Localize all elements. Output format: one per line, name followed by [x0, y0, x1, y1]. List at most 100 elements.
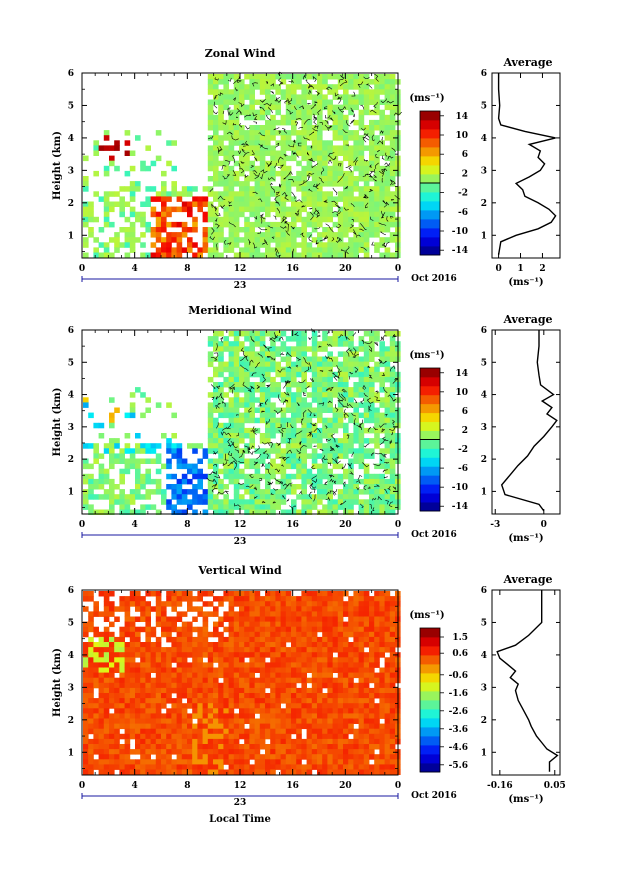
heatmap-cell — [93, 652, 99, 658]
heatmap-cell — [343, 341, 349, 347]
contour-line — [229, 383, 235, 389]
colorbar-tick-label: 14 — [455, 369, 468, 379]
heatmap-cell — [379, 181, 385, 187]
colorbar-band — [420, 403, 440, 414]
heatmap-cell — [389, 206, 396, 213]
heatmap-cell — [317, 346, 323, 352]
contour-line — [371, 169, 376, 173]
heatmap-cell — [233, 206, 240, 213]
heatmap-cell — [379, 417, 385, 424]
heatmap-cell — [291, 433, 297, 439]
contour-line — [384, 241, 390, 248]
heatmap-cell — [285, 687, 292, 694]
heatmap-cell — [155, 718, 162, 724]
heatmap-cell — [353, 371, 359, 378]
contour-line — [315, 90, 320, 96]
heatmap-cell — [98, 242, 105, 248]
heatmap-cell — [353, 453, 359, 459]
heatmap-cell — [311, 433, 318, 439]
heatmap-cell — [363, 448, 370, 454]
heatmap-cell — [98, 478, 105, 485]
heatmap-cell — [98, 718, 105, 724]
heatmap-cell — [301, 221, 307, 228]
heatmap-cell — [93, 728, 99, 735]
heatmap-cell — [239, 682, 245, 689]
heatmap-cell — [254, 749, 261, 755]
heatmap-cell — [161, 433, 167, 439]
heatmap-cell — [150, 489, 157, 495]
heatmap-cell — [275, 109, 281, 116]
heatmap-cell — [207, 79, 214, 85]
heatmap-cell — [348, 412, 354, 419]
heatmap-cell — [124, 764, 131, 770]
heatmap-cell — [275, 478, 281, 485]
contour-line — [278, 429, 284, 437]
heatmap-cell — [322, 160, 328, 167]
heatmap-cell — [145, 626, 151, 633]
heatmap-cell — [296, 361, 302, 368]
heatmap-cell — [311, 216, 318, 223]
heatmap-cell — [275, 361, 281, 368]
contour-line — [241, 148, 246, 154]
contour-line — [312, 75, 317, 82]
heatmap-cell — [109, 463, 115, 470]
heatmap-cell — [358, 346, 365, 352]
heatmap-cell — [192, 708, 198, 714]
heatmap-cell — [343, 448, 349, 454]
heatmap-cell — [285, 145, 292, 151]
heatmap-cell — [379, 227, 385, 233]
heatmap-cell — [124, 463, 131, 470]
contour-line — [308, 336, 313, 340]
heatmap-cell — [213, 140, 219, 146]
heatmap-cell — [244, 769, 250, 775]
heatmap-cell — [213, 417, 219, 424]
heatmap-cell — [343, 89, 349, 95]
heatmap-cell — [223, 150, 229, 156]
contour-line — [345, 335, 350, 340]
heatmap-cell — [275, 591, 281, 597]
heatmap-cell — [98, 422, 105, 429]
contour-line — [216, 243, 218, 251]
contour-line — [277, 368, 286, 373]
heatmap-cell — [306, 221, 313, 228]
average-title: Average — [502, 56, 552, 69]
heatmap-cell — [213, 366, 219, 373]
heatmap-cell — [358, 453, 365, 459]
heatmap-cell — [98, 693, 105, 699]
heatmap-cell — [119, 667, 125, 673]
heatmap-cell — [363, 227, 370, 233]
contour-line — [252, 82, 258, 87]
heatmap-cell — [379, 448, 385, 454]
heatmap-cell — [343, 145, 349, 151]
heatmap-cell — [343, 489, 349, 495]
heatmap-cell — [218, 509, 224, 515]
heatmap-cell — [93, 657, 99, 663]
contour-line — [285, 399, 289, 403]
x-tick-label: 20 — [339, 264, 352, 274]
heatmap-cell — [239, 662, 245, 668]
heatmap-cell — [145, 165, 151, 172]
heatmap-cell — [285, 382, 292, 388]
heatmap-cell — [98, 591, 105, 597]
heatmap-cell — [363, 186, 370, 192]
heatmap-cell — [265, 392, 271, 398]
heatmap-cell — [223, 682, 229, 689]
heatmap-cell — [192, 652, 198, 658]
heatmap-cell — [239, 181, 245, 187]
heatmap-cell — [317, 397, 323, 403]
heatmap-cell — [228, 642, 235, 648]
heatmap-cell — [259, 728, 266, 735]
heatmap-cell — [233, 407, 240, 413]
heatmap-cell — [239, 448, 245, 454]
heatmap-cell — [327, 468, 333, 475]
heatmap-cell — [129, 196, 136, 202]
heatmap-cell — [337, 412, 344, 419]
heatmap-cell — [187, 703, 193, 709]
contour-line — [317, 335, 321, 337]
contour-line — [384, 488, 388, 494]
heatmap-cell — [244, 237, 250, 243]
heatmap-cell — [233, 749, 240, 755]
heatmap-cell — [129, 206, 136, 213]
contour-line — [360, 223, 367, 231]
heatmap-cell — [311, 186, 318, 192]
